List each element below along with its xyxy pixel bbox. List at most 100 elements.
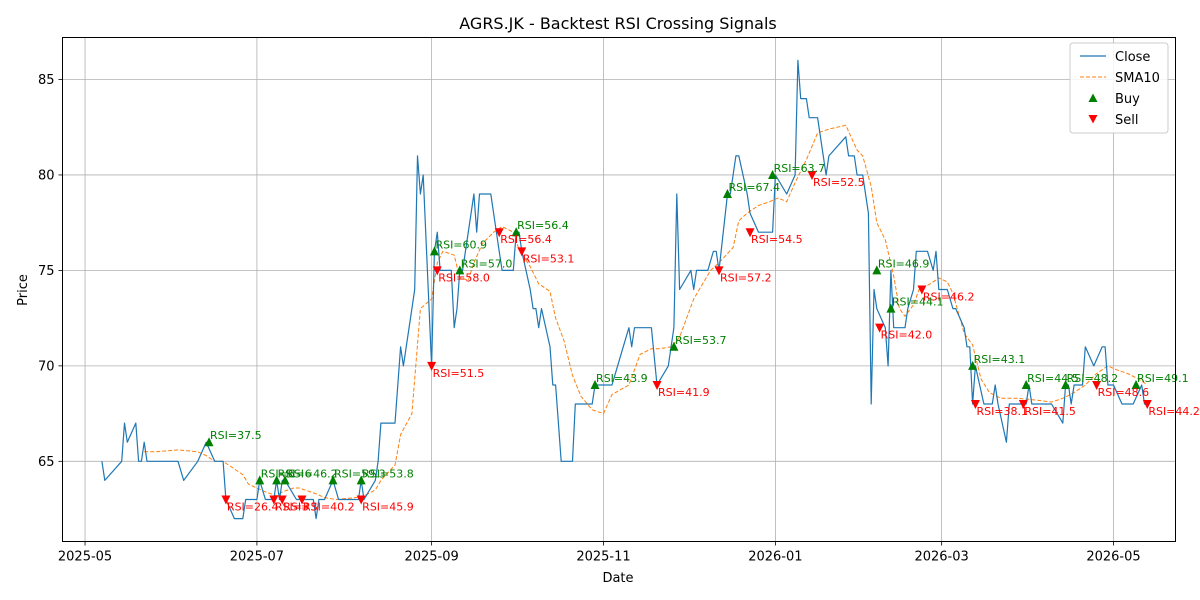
buy-marker (1061, 379, 1071, 389)
sell-rsi-label: RSI=42.0 (881, 329, 933, 342)
buy-marker (872, 265, 882, 275)
buy-rsi-label: RSI=60.9 (435, 238, 487, 251)
sell-rsi-label: RSI=53.1 (523, 252, 575, 265)
buy-marker (886, 303, 896, 313)
legend-buy-label: Buy (1115, 92, 1140, 107)
buy-marker (429, 246, 439, 256)
y-tick-label: 85 (38, 73, 55, 88)
legend-box (1069, 42, 1169, 134)
buy-rsi-label: RSI=44.1 (892, 296, 944, 309)
sell-rsi-label: RSI=41.9 (658, 386, 710, 399)
buy-rsi-label: RSI=6 (278, 467, 312, 480)
buy-rsi-label: RSI=43.9 (596, 372, 648, 385)
buy-rsi-label: RSI=53.8 (362, 467, 414, 480)
sell-marker (494, 228, 504, 238)
x-tick-label: 2025-07 (230, 550, 284, 565)
buy-marker (968, 360, 978, 370)
buy-rsi-label: RSI=44.5 (1027, 372, 1079, 385)
buy-rsi-label: RSI=53.7 (675, 334, 727, 347)
buy-rsi-label: RSI=57.0 (461, 257, 513, 270)
sell-rsi-label: RSI=3 (275, 501, 309, 514)
sell-rsi-label: RSI=54.5 (751, 233, 803, 246)
sma10-series (144, 124, 1148, 501)
sell-marker (269, 495, 279, 505)
buy-marker (204, 437, 214, 447)
signal-markers (204, 169, 1152, 505)
buy-rsi-label: RSI=43.1 (974, 353, 1026, 366)
sell-marker (277, 495, 287, 505)
legend-buy-marker (1088, 93, 1098, 102)
x-axis-label: Date (602, 571, 633, 586)
y-tick-label: 65 (38, 455, 55, 470)
x-tick-label: 2026-01 (748, 550, 802, 565)
sell-marker (432, 266, 442, 276)
x-tick-label: 2026-05 (1086, 550, 1140, 565)
sell-rsi-label: RSI=45.9 (362, 501, 414, 514)
legend-sell-label: Sell (1115, 113, 1138, 128)
sell-marker (652, 380, 662, 390)
sell-rsi-label: RSI=56.4 (500, 233, 552, 246)
close-series (101, 59, 1148, 520)
sell-marker (714, 266, 724, 276)
buy-rsi-label: RSI=46.9 (878, 257, 930, 270)
x-tick-label: 2025-09 (404, 550, 458, 565)
buy-rsi-label: RSI=48.2 (1067, 372, 1119, 385)
y-axis-label: Price (16, 274, 31, 306)
sell-marker (875, 323, 885, 333)
sell-rsi-label: RSI=48.6 (1098, 386, 1150, 399)
sell-rsi-label: RSI=3 (283, 501, 317, 514)
buy-marker (255, 475, 265, 485)
sell-marker (1018, 400, 1028, 410)
sell-rsi-label: RSI=58.0 (438, 271, 490, 284)
sell-rsi-label: RSI=41.5 (1024, 405, 1076, 418)
sell-marker (807, 170, 817, 180)
sell-marker (1092, 380, 1102, 390)
buy-marker (1131, 379, 1141, 389)
buy-rsi-label: RSI=46.2 (286, 467, 338, 480)
plot-frame (62, 37, 1176, 542)
sell-rsi-label: RSI=40.2 (303, 501, 355, 514)
sell-rsi-label: RSI=57.2 (720, 271, 772, 284)
x-tick-label: 2025-05 (58, 550, 112, 565)
sell-rsi-label: RSI=44.2 (1148, 405, 1200, 418)
buy-marker (1021, 379, 1031, 389)
buy-rsi-label: RSI=67.4 (728, 181, 780, 194)
buy-rsi-label: RSI=6 (261, 467, 295, 480)
x-tick-label: 2026-03 (914, 550, 968, 565)
x-axis-ticks: 2025-05 2025-07 2025-09 2025-11 2026-01 2026-… (58, 541, 1141, 565)
buy-marker (356, 475, 366, 485)
y-tick-label: 80 (38, 168, 55, 183)
sell-rsi-label: RSI=38.1 (976, 405, 1028, 418)
legend-close-label: Close (1115, 50, 1150, 65)
y-tick-label: 70 (38, 359, 55, 374)
buy-marker (272, 475, 282, 485)
legend-sma10-label: SMA10 (1115, 71, 1160, 86)
sell-marker (517, 247, 527, 257)
buy-rsi-label: RSI=56.4 (517, 219, 569, 232)
legend-sell-marker (1088, 115, 1098, 124)
buy-marker (280, 475, 290, 485)
buy-rsi-label: RSI=37.5 (210, 429, 262, 442)
close-line (101, 59, 1148, 520)
sell-rsi-label: RSI=26.4 (227, 501, 279, 514)
sell-marker (917, 285, 927, 295)
sell-marker (427, 361, 437, 371)
legend: Close SMA10 Buy Sell (1069, 42, 1169, 134)
buy-marker (511, 227, 521, 237)
buy-marker (768, 169, 778, 179)
y-tick-label: 75 (38, 264, 55, 279)
sell-marker (221, 495, 231, 505)
buy-rsi-label: RSI=63.7 (774, 162, 826, 175)
sell-marker (745, 228, 755, 238)
y-axis-ticks: 65 70 75 80 85 (38, 73, 63, 470)
sell-marker (356, 495, 366, 505)
buy-marker (590, 379, 600, 389)
buy-rsi-label: RSI=59.3 (334, 467, 386, 480)
sell-rsi-label: RSI=52.5 (813, 176, 865, 189)
sell-rsi-label: RSI=51.5 (433, 367, 485, 380)
x-tick-label: 2025-11 (576, 550, 630, 565)
buy-marker (722, 189, 732, 199)
buy-marker (328, 475, 338, 485)
